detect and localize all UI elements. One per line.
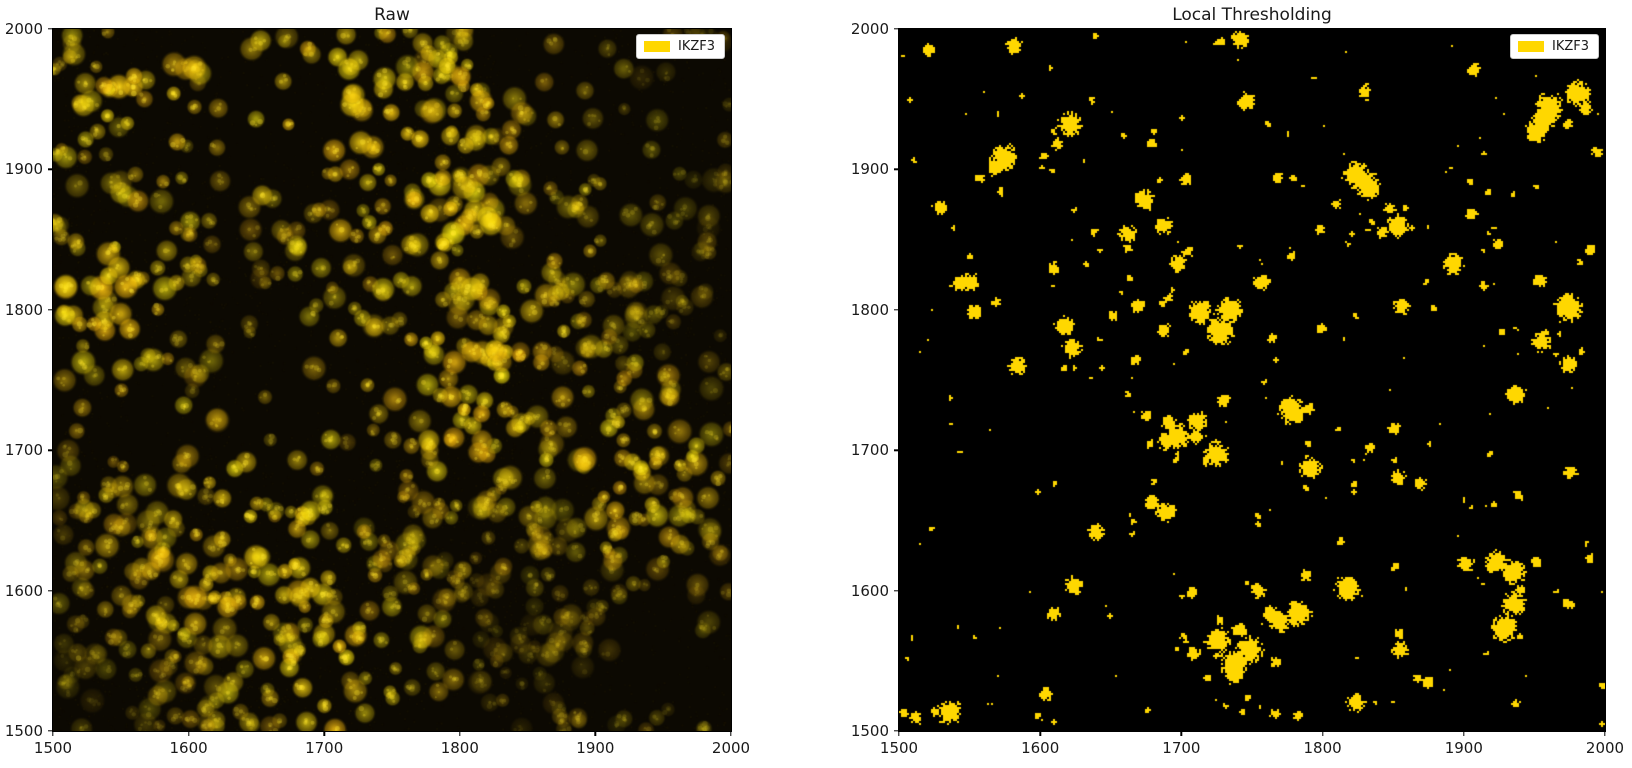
x-tick-label: 1700 bbox=[305, 739, 344, 757]
y-tick-mark bbox=[894, 28, 899, 30]
x-tick-label: 1800 bbox=[1303, 739, 1342, 757]
x-tick-mark bbox=[1180, 731, 1183, 736]
x-tick-mark bbox=[730, 731, 732, 736]
x-tick-label: 1500 bbox=[33, 739, 73, 757]
x-tick-mark bbox=[1039, 731, 1041, 736]
threshold-mask-image bbox=[899, 29, 1605, 731]
legend-label-threshold: IKZF3 bbox=[1551, 39, 1589, 54]
y-tick-mark bbox=[48, 730, 53, 732]
y-tick-mark bbox=[894, 449, 899, 451]
x-tick-label: 1600 bbox=[169, 739, 208, 757]
x-tick-mark bbox=[898, 731, 900, 736]
y-tick-mark bbox=[894, 730, 899, 732]
plot-area-raw: IKZF3 1500 1600 1700 1800 1900 2000 1500 1600 1… bbox=[5, 20, 750, 757]
x-tick-label: 1600 bbox=[1021, 739, 1060, 757]
x-tick-label: 1900 bbox=[576, 739, 615, 757]
x-tick-mark bbox=[459, 731, 461, 736]
y-tick-label: 2000 bbox=[4, 20, 43, 38]
x-tick-label: 2000 bbox=[1585, 739, 1625, 757]
legend-label-raw: IKZF3 bbox=[677, 39, 715, 54]
y-tick-label: 2000 bbox=[850, 20, 889, 38]
y-tick-label: 1600 bbox=[850, 581, 889, 600]
y-tick-mark bbox=[48, 589, 53, 592]
y-tick-mark bbox=[894, 168, 899, 171]
y-tick-label: 1600 bbox=[4, 581, 43, 600]
y-tick-label: 1700 bbox=[4, 441, 43, 460]
x-tick-label: 1800 bbox=[440, 739, 479, 757]
x-tick-mark bbox=[594, 731, 597, 736]
y-tick-label: 1900 bbox=[850, 160, 889, 179]
x-tick-mark bbox=[323, 731, 325, 736]
legend-swatch-threshold bbox=[1517, 41, 1544, 52]
x-tick-label: 1500 bbox=[879, 739, 919, 757]
legend-swatch-raw bbox=[643, 41, 670, 52]
x-tick-label: 2000 bbox=[711, 739, 751, 757]
plot-title-local-thresholding: Local Thresholding bbox=[1172, 5, 1332, 25]
x-tick-mark bbox=[52, 731, 54, 736]
x-tick-mark bbox=[187, 731, 190, 736]
x-tick-mark bbox=[1463, 731, 1465, 736]
x-tick-mark bbox=[1604, 731, 1606, 736]
y-tick-mark bbox=[48, 309, 53, 311]
y-tick-label: 1700 bbox=[850, 441, 889, 460]
y-tick-mark bbox=[894, 309, 899, 311]
y-tick-mark bbox=[48, 28, 53, 30]
x-tick-label: 1700 bbox=[1162, 739, 1201, 757]
y-tick-mark bbox=[48, 449, 53, 451]
y-tick-mark bbox=[894, 589, 899, 592]
y-tick-label: 1800 bbox=[850, 300, 889, 319]
y-tick-label: 1800 bbox=[4, 300, 43, 319]
legend-raw: IKZF3 bbox=[635, 34, 725, 59]
raw-microscopy-image bbox=[53, 29, 731, 731]
y-tick-mark bbox=[48, 168, 53, 171]
plot-title-raw: Raw bbox=[374, 5, 410, 25]
x-tick-mark bbox=[1321, 731, 1324, 736]
y-tick-label: 1900 bbox=[4, 160, 43, 179]
x-tick-label: 1900 bbox=[1444, 739, 1483, 757]
legend-threshold: IKZF3 bbox=[1509, 34, 1599, 59]
y-tick-label: 1500 bbox=[4, 722, 43, 740]
y-tick-label: 1500 bbox=[850, 722, 889, 740]
plot-area-threshold: IKZF3 1500 1600 1700 1800 1900 2000 1500 1600 1… bbox=[851, 20, 1624, 757]
